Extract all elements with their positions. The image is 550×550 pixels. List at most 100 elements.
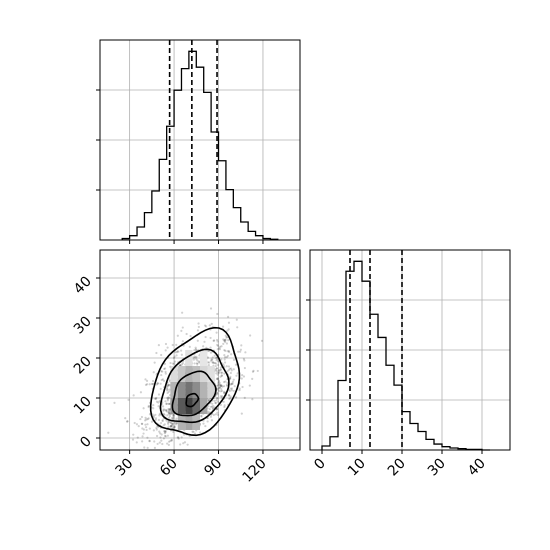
scatter-point (159, 421, 163, 425)
scatter-point (218, 386, 221, 389)
scatter-point (223, 339, 226, 343)
scatter-point (216, 400, 219, 403)
scatter-point (202, 345, 205, 348)
scatter-point (224, 380, 227, 383)
scatter-point (152, 429, 155, 432)
scatter-point (146, 383, 149, 386)
scatter-point (168, 379, 171, 382)
scatter-point (208, 324, 211, 327)
histogram-bin (144, 213, 151, 240)
scatter-point (209, 346, 212, 349)
scatter-point (161, 405, 165, 408)
scatter-point (227, 328, 230, 331)
scatter-point (203, 340, 206, 343)
scatter-point (144, 383, 148, 386)
scatter-point (231, 382, 234, 385)
scatter-point (225, 336, 228, 339)
scatter-point (212, 404, 215, 408)
scatter-point (127, 398, 130, 401)
scatter-point (158, 414, 161, 417)
scatter-point (182, 442, 185, 445)
histogram-bin (426, 439, 434, 450)
density-cell (200, 350, 208, 366)
scatter-point (166, 384, 169, 387)
scatter-point (160, 353, 163, 357)
scatter-point (220, 358, 223, 361)
scatter-point (225, 356, 228, 359)
scatter-point (216, 413, 220, 416)
scatter-point (191, 430, 194, 433)
scatter-point (218, 381, 221, 384)
scatter-point (216, 397, 219, 400)
scatter-point (159, 382, 162, 385)
scatter-point (154, 397, 157, 401)
scatter-point (163, 430, 166, 433)
scatter-point (144, 423, 147, 426)
scatter-point (186, 443, 189, 446)
scatter-point (218, 347, 221, 350)
scatter-point (171, 422, 174, 425)
scatter-point (171, 362, 175, 365)
scatter-point (155, 400, 159, 403)
scatter-point (167, 416, 171, 419)
scatter-point (175, 417, 178, 420)
scatter-point (151, 379, 155, 383)
scatter-point (166, 421, 169, 424)
scatter-point (236, 372, 239, 375)
scatter-point (212, 407, 215, 410)
density-cell (170, 382, 178, 398)
histogram-bin (226, 190, 233, 240)
scatter-point (227, 321, 231, 324)
marginal-histogram-param2: 0 10 20 30 40 (306, 249, 511, 479)
scatter-point (177, 437, 180, 440)
x-tick-label: 120 (240, 456, 270, 486)
scatter-point (182, 433, 186, 436)
scatter-point (226, 384, 229, 387)
scatter-point (228, 389, 231, 393)
scatter-point (157, 405, 160, 408)
scatter-point (146, 436, 149, 439)
scatter-point (220, 389, 224, 392)
scatter-point (215, 367, 218, 370)
scatter-point (174, 351, 177, 354)
scatter-point (162, 409, 165, 412)
scatter-point (188, 345, 191, 348)
scatter-point (163, 367, 166, 371)
scatter-point (243, 359, 246, 362)
scatter-point (163, 362, 166, 365)
scatter-point (204, 424, 207, 428)
density-contour (159, 348, 230, 424)
scatter-point (166, 414, 169, 417)
scatter-point (216, 371, 220, 374)
histogram-bin (394, 385, 402, 450)
scatter-point (248, 384, 251, 387)
scatter-point (165, 387, 169, 390)
scatter-point (163, 413, 166, 417)
scatter-point (215, 362, 218, 365)
scatter-point (155, 396, 158, 400)
scatter-point (207, 363, 210, 367)
scatter-point (223, 354, 226, 357)
histogram-bin (233, 208, 240, 240)
scatter-point (145, 428, 148, 432)
scatter-point (220, 384, 223, 387)
scatter-point (213, 339, 216, 342)
scatter-point (230, 353, 233, 356)
scatter-point (216, 392, 219, 395)
scatter-point (175, 421, 178, 425)
scatter-point (175, 354, 178, 357)
scatter-point (235, 374, 238, 377)
histogram-bin (354, 261, 362, 450)
scatter-point (210, 419, 214, 422)
scatter-point (238, 389, 241, 392)
scatter-point (161, 442, 164, 446)
scatter-point (222, 342, 225, 345)
scatter-point (235, 396, 238, 399)
scatter-point (228, 397, 231, 400)
scatter-point (163, 367, 167, 370)
scatter-point (224, 339, 227, 342)
scatter-point (107, 431, 110, 434)
scatter-point (195, 358, 198, 361)
scatter-point (147, 405, 150, 409)
scatter-point (161, 378, 165, 381)
